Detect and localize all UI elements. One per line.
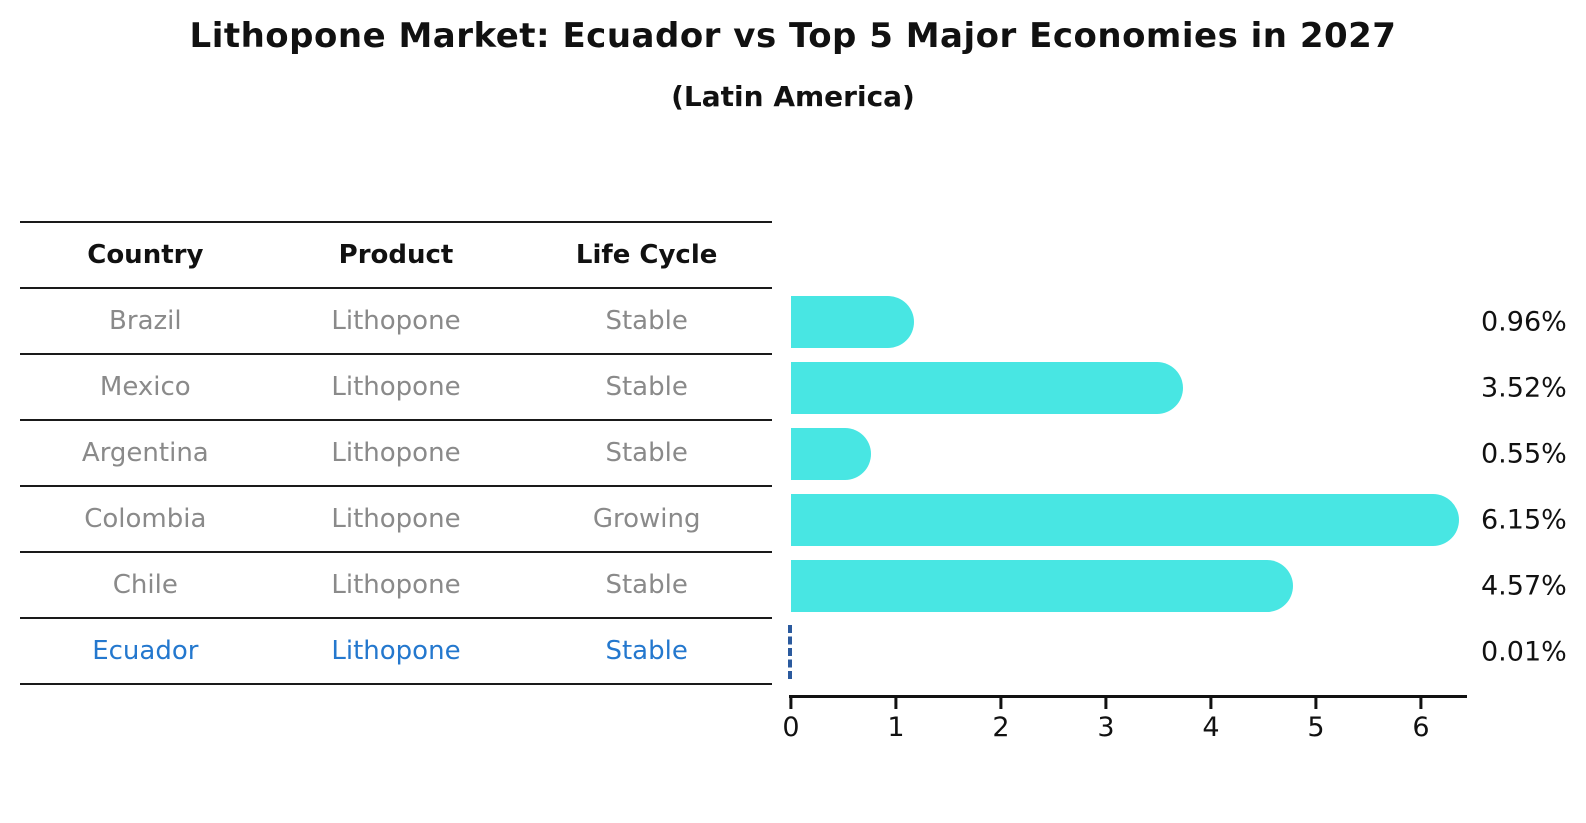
cell-country: Brazil [109,306,182,336]
tick-mark [999,698,1003,709]
x-tick-1: 1 [887,695,905,743]
tick-mark [789,698,793,709]
col-header-product: Product [338,240,454,270]
bar-argentina [791,428,871,480]
x-tick-6: 6 [1412,695,1430,743]
cell-life-cycle: Stable [605,570,688,600]
tick-label: 3 [1097,712,1115,743]
col-header-country: Country [87,240,204,270]
value-label-ecuador: 0.01% [1481,636,1567,668]
bar-colombia [791,494,1459,546]
tick-label: 0 [782,712,800,743]
tick-label: 1 [887,712,905,743]
cell-life-cycle: Stable [605,438,688,468]
cell-country: Argentina [81,438,209,468]
cell-product: Lithopone [331,438,461,468]
cell-country: Colombia [84,504,207,534]
tick-label: 6 [1412,712,1430,743]
table-row-mexico: Mexico Lithopone Stable [20,355,772,421]
tick-label: 4 [1202,712,1220,743]
tick-mark [1209,698,1213,709]
tick-mark [1419,698,1423,709]
cell-product: Lithopone [331,504,461,534]
cell-product: Lithopone [331,306,461,336]
value-label-brazil: 0.96% [1481,306,1567,338]
country-table: Country Product Life Cycle Brazil Lithop… [20,221,772,685]
bar-brazil [791,296,914,348]
value-label-colombia: 6.15% [1481,504,1567,536]
cell-life-cycle: Growing [592,504,701,534]
bar-chart-area [788,289,1486,685]
tick-mark [1104,698,1108,709]
chart-title: Lithopone Market: Ecuador vs Top 5 Major… [189,16,1397,56]
bar-mexico [791,362,1183,414]
ecuador-value-marker [788,625,792,679]
bar-chile [791,560,1293,612]
x-tick-3: 3 [1097,695,1115,743]
table-row-brazil: Brazil Lithopone Stable [20,289,772,355]
x-tick-5: 5 [1307,695,1325,743]
cell-product: Lithopone [331,636,461,666]
table-row-ecuador: Ecuador Lithopone Stable [20,619,772,685]
cell-life-cycle: Stable [605,636,688,666]
x-tick-4: 4 [1202,695,1220,743]
cell-country: Mexico [99,372,191,402]
tick-mark [1314,698,1318,709]
x-tick-2: 2 [992,695,1010,743]
cell-country: Chile [112,570,178,600]
cell-product: Lithopone [331,372,461,402]
table-row-chile: Chile Lithopone Stable [20,553,772,619]
table-row-argentina: Argentina Lithopone Stable [20,421,772,487]
tick-mark [894,698,898,709]
col-header-life-cycle: Life Cycle [575,240,718,270]
table-row-colombia: Colombia Lithopone Growing [20,487,772,553]
tick-label: 5 [1307,712,1325,743]
cell-country: Ecuador [92,636,199,666]
x-axis: 0 1 2 3 4 5 6 [782,695,1467,745]
cell-product: Lithopone [331,570,461,600]
value-label-argentina: 0.55% [1481,438,1567,470]
table-header-row: Country Product Life Cycle [20,223,772,289]
cell-life-cycle: Stable [605,372,688,402]
value-label-mexico: 3.52% [1481,372,1567,404]
x-tick-0: 0 [782,695,800,743]
value-label-chile: 4.57% [1481,570,1567,602]
x-axis-line [789,695,1467,698]
chart-subtitle: (Latin America) [671,80,915,113]
tick-label: 2 [992,712,1010,743]
cell-life-cycle: Stable [605,306,688,336]
